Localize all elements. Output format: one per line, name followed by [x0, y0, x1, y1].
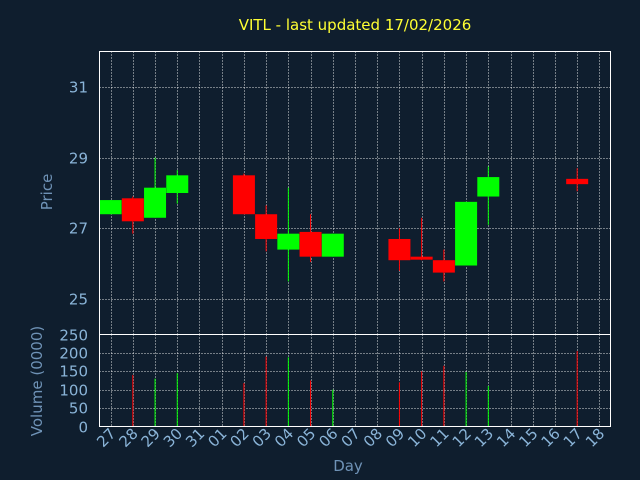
price-tick-label: 29 [69, 150, 88, 168]
chart-title: VITL - last updated 17/02/2026 [239, 16, 472, 34]
price-axis-ticks: 25 27 29 31 [69, 79, 88, 309]
volume-tick-label: 250 [59, 327, 88, 345]
price-tick-label: 31 [69, 79, 88, 97]
candle-body [166, 175, 189, 193]
candle-body [388, 238, 411, 261]
volume-frame [99, 334, 611, 427]
candle-body [255, 214, 278, 239]
volume-tick-label: 0 [78, 419, 88, 437]
price-tick-label: 25 [69, 291, 88, 309]
volume-bars [132, 351, 578, 427]
candle-body [144, 187, 167, 218]
candle-body [432, 260, 455, 273]
candle-body [232, 175, 255, 215]
volume-tick-label: 100 [59, 382, 88, 400]
volume-tick-label: 50 [69, 400, 88, 418]
candle-body [121, 198, 144, 222]
x-tick-label: 18 [582, 425, 608, 451]
volume-tick-label: 150 [59, 363, 88, 381]
volume-tick-label: 200 [59, 345, 88, 363]
price-axis-label: Price [38, 174, 56, 211]
candle-body [477, 177, 500, 197]
x-axis-label: Day [333, 457, 363, 475]
candle-body [455, 201, 478, 266]
price-tick-label: 27 [69, 220, 88, 238]
x-axis-ticks: 2728293031010203040506070809101112131415… [93, 425, 608, 451]
price-candles [99, 157, 589, 282]
volume-axis-label: Volume (0000) [28, 326, 46, 436]
candle-body [566, 178, 589, 185]
price-panel: 25 27 29 31 Price [38, 51, 611, 335]
candle-body [299, 231, 322, 257]
candle-body [321, 233, 344, 257]
candle-body [410, 256, 433, 260]
volume-grid [99, 334, 611, 427]
candle-body [99, 200, 122, 215]
candle-body [277, 233, 300, 250]
